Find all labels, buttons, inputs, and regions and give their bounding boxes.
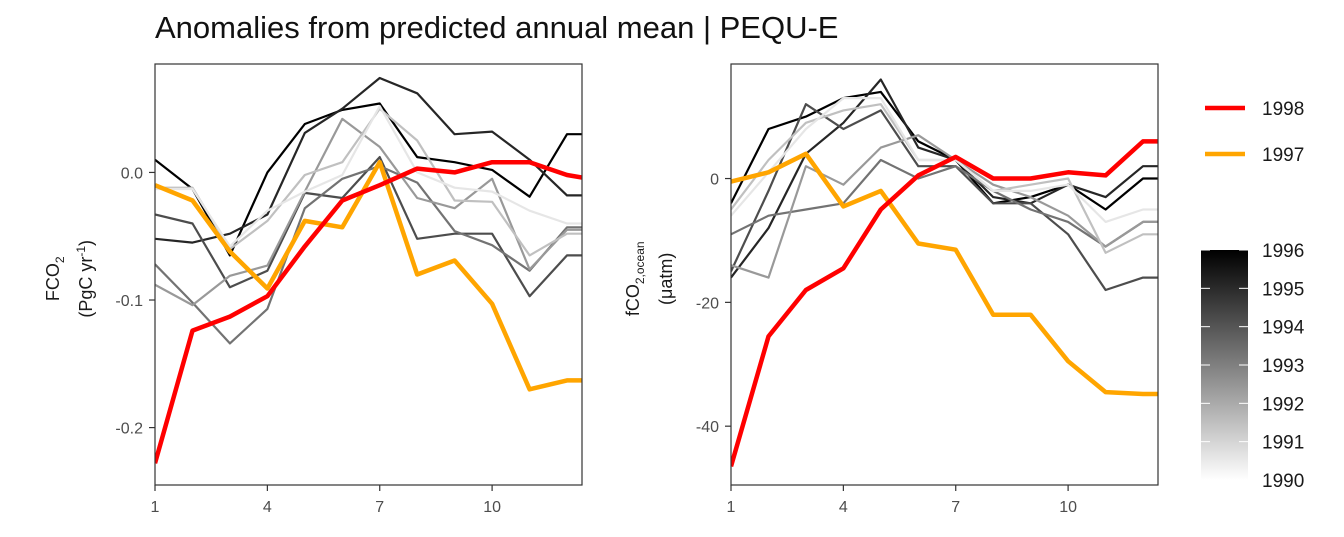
series-line-1990: [731, 97, 1158, 223]
colorbar-label-1995: 1995: [1262, 279, 1304, 300]
series-line-1990: [155, 105, 582, 248]
series-line-1998: [155, 159, 582, 464]
series-line-1992: [155, 117, 582, 307]
series-line-1998: [731, 139, 1158, 468]
x-tick-label: 1: [151, 499, 160, 516]
x-tick-label: 7: [375, 499, 384, 516]
x-tick-label: 10: [1059, 499, 1077, 516]
x-tick-label: 1: [727, 499, 736, 516]
y-tick-label: 0: [710, 172, 719, 189]
colorbar-label-1994: 1994: [1262, 318, 1305, 339]
chart-title: Anomalies from predicted annual mean | P…: [155, 10, 839, 45]
colorbar-label-1991: 1991: [1262, 433, 1304, 454]
y-tick-label: 0.0: [121, 165, 143, 182]
series-line-1994: [155, 156, 582, 298]
x-tick-label: 4: [263, 499, 272, 516]
series-line-1996: [155, 102, 582, 257]
legend: 1998 1997 1996 1995 1994 1993 1992 1991 1990: [1201, 99, 1305, 492]
right-y-axis-title: fCO2,ocean (μatm): [623, 241, 676, 317]
panel-border: [730, 63, 1159, 486]
colorbar-label-1993: 1993: [1262, 356, 1304, 377]
x-tick-label: 4: [839, 499, 848, 516]
left-y-axis-title: FCO2 (PgC yr-1): [43, 239, 96, 318]
x-tick-label: 10: [483, 499, 501, 516]
right-panel: 1 4 7 10 -40 -20 0: [696, 63, 1159, 516]
legend-label-1997: 1997: [1262, 145, 1304, 166]
legend-label-1998: 1998: [1262, 99, 1304, 120]
colorbar-label-1996: 1996: [1262, 241, 1304, 262]
series-line-1997: [731, 151, 1158, 397]
colorbar-label-1990: 1990: [1262, 471, 1304, 492]
colorbar-label-1992: 1992: [1262, 394, 1304, 415]
series-line-1995: [155, 76, 582, 244]
y-tick-label: -20: [696, 295, 719, 312]
series-line-1996: [731, 90, 1158, 211]
left-panel: 1 4 7 10 -0.2 -0.1 0.0: [115, 63, 583, 516]
panel-border: [154, 63, 583, 486]
series-line-1997: [155, 159, 582, 392]
y-tick-label: -0.1: [115, 293, 143, 310]
series-line-1991: [731, 103, 1158, 254]
y-tick-label: -40: [696, 419, 719, 436]
series-line-1993: [155, 165, 582, 345]
x-tick-label: 7: [951, 499, 960, 516]
y-tick-label: -0.2: [115, 421, 143, 438]
